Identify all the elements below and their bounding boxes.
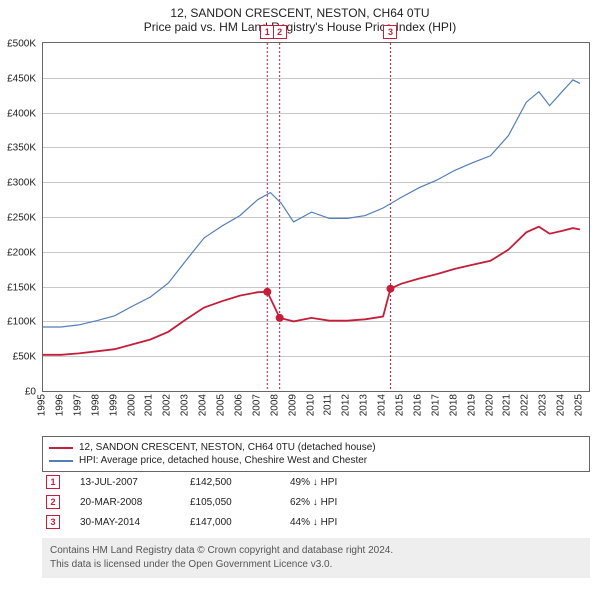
x-tick-label: 2007 [251, 394, 262, 416]
sale-number-box: 1 [46, 475, 60, 489]
footer-line1: Contains HM Land Registry data © Crown c… [50, 544, 582, 558]
sale-row: 1 13-JUL-2007 £142,500 49% ↓ HPI [42, 472, 590, 492]
legend-label: 12, SANDON CRESCENT, NESTON, CH64 0TU (d… [79, 442, 376, 453]
y-tick-label: £400K [0, 108, 36, 119]
x-tick-label: 2020 [484, 394, 495, 416]
x-tick-label: 2021 [502, 394, 513, 416]
sale-date: 20-MAR-2008 [80, 497, 170, 508]
sale-price: £142,500 [190, 477, 270, 488]
x-tick-label: 1997 [72, 394, 83, 416]
legend: 12, SANDON CRESCENT, NESTON, CH64 0TU (d… [42, 436, 590, 532]
legend-swatch [49, 447, 73, 449]
y-tick-label: £500K [0, 39, 36, 50]
y-tick-label: £0 [0, 387, 36, 398]
sale-number-box: 2 [46, 495, 60, 509]
x-tick-label: 2023 [538, 394, 549, 416]
x-tick-label: 2004 [198, 394, 209, 416]
x-tick-label: 1998 [90, 394, 101, 416]
y-tick-label: £100K [0, 317, 36, 328]
x-tick-label: 1995 [37, 394, 48, 416]
sales-box: 1 13-JUL-2007 £142,500 49% ↓ HPI 2 20-MAR-200… [42, 472, 590, 532]
legend-row: HPI: Average price, detached house, Ches… [49, 454, 583, 467]
y-tick-label: £250K [0, 213, 36, 224]
y-tick-label: £50K [0, 352, 36, 363]
x-tick-label: 2002 [162, 394, 173, 416]
legend-label: HPI: Average price, detached house, Ches… [79, 455, 367, 466]
x-tick-label: 2017 [430, 394, 441, 416]
title-line2: Price paid vs. HM Land Registry's House … [0, 20, 600, 34]
x-tick-label: 2008 [269, 394, 280, 416]
x-tick-label: 2025 [574, 394, 585, 416]
y-tick-label: £150K [0, 282, 36, 293]
series-line [43, 227, 580, 355]
legend-row: 12, SANDON CRESCENT, NESTON, CH64 0TU (d… [49, 441, 583, 454]
x-tick-label: 2013 [359, 394, 370, 416]
chart-titles: 12, SANDON CRESCENT, NESTON, CH64 0TU Pr… [0, 0, 600, 36]
x-axis-labels: 1995199619971998199920002001200220032004… [42, 392, 590, 432]
sale-delta: 44% ↓ HPI [290, 517, 337, 528]
x-tick-label: 2001 [144, 394, 155, 416]
series-line [43, 80, 580, 327]
sale-dot [386, 285, 394, 293]
footer-line2: This data is licensed under the Open Gov… [50, 558, 582, 572]
sale-delta: 49% ↓ HPI [290, 477, 337, 488]
x-tick-label: 2009 [287, 394, 298, 416]
x-tick-label: 2003 [180, 394, 191, 416]
x-tick-label: 2010 [305, 394, 316, 416]
sale-date: 30-MAY-2014 [80, 517, 170, 528]
x-tick-label: 1999 [108, 394, 119, 416]
y-tick-label: £350K [0, 143, 36, 154]
sale-price: £105,050 [190, 497, 270, 508]
title-line1: 12, SANDON CRESCENT, NESTON, CH64 0TU [0, 6, 600, 20]
sale-date: 13-JUL-2007 [80, 477, 170, 488]
sale-marker-box: 2 [273, 25, 287, 39]
x-tick-label: 2022 [520, 394, 531, 416]
attribution-footer: Contains HM Land Registry data © Crown c… [42, 538, 590, 578]
x-tick-label: 2019 [466, 394, 477, 416]
sale-number-box: 3 [46, 515, 60, 529]
legend-box: 12, SANDON CRESCENT, NESTON, CH64 0TU (d… [42, 436, 590, 472]
sale-row: 3 30-MAY-2014 £147,000 44% ↓ HPI [42, 512, 590, 532]
x-tick-label: 2000 [126, 394, 137, 416]
sale-dot [263, 288, 271, 296]
sale-delta: 62% ↓ HPI [290, 497, 337, 508]
x-tick-label: 2011 [323, 394, 334, 416]
sale-marker-box: 3 [383, 25, 397, 39]
sale-dot [276, 314, 284, 322]
x-tick-label: 2005 [216, 394, 227, 416]
plot-area: 123 [42, 42, 590, 392]
x-tick-label: 2006 [233, 394, 244, 416]
chart-svg [43, 43, 589, 391]
x-tick-label: 2024 [556, 394, 567, 416]
x-tick-label: 2015 [395, 394, 406, 416]
legend-swatch [49, 460, 73, 462]
x-tick-label: 2018 [448, 394, 459, 416]
x-tick-label: 2012 [341, 394, 352, 416]
x-tick-label: 1996 [54, 394, 65, 416]
sale-row: 2 20-MAR-2008 £105,050 62% ↓ HPI [42, 492, 590, 512]
y-tick-label: £200K [0, 247, 36, 258]
y-tick-label: £450K [0, 73, 36, 84]
sale-price: £147,000 [190, 517, 270, 528]
x-tick-label: 2014 [377, 394, 388, 416]
y-axis-labels: £0£50K£100K£150K£200K£250K£300K£350K£400… [0, 44, 40, 392]
y-tick-label: £300K [0, 178, 36, 189]
x-tick-label: 2016 [412, 394, 423, 416]
